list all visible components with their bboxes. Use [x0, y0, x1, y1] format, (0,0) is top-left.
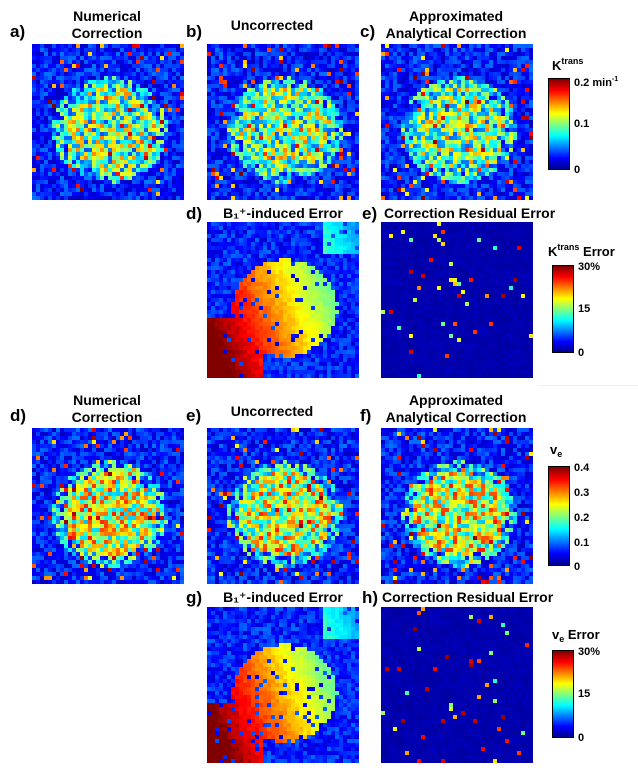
ktrans-map-analytical	[381, 44, 533, 200]
colorbar-ktrans	[548, 78, 570, 170]
map-panel-a	[32, 44, 184, 200]
panel-title-f: Approximated Analytical Correction	[385, 392, 527, 425]
b1-error-map-ktrans	[207, 222, 359, 378]
panel-label-a: a)	[10, 22, 26, 41]
colorbar-tick-ktrans-error-mid: 15	[578, 303, 591, 315]
colorbar-tick-ve-4: 0	[574, 561, 581, 573]
panel-title-b: Uncorrected	[230, 17, 314, 33]
colorbar-tick-ve-2: 0.2	[574, 512, 590, 524]
panel-label-e1: e)	[362, 204, 378, 223]
ktrans-map-numerical	[32, 44, 184, 200]
panel-label-h: h)	[362, 588, 379, 607]
colorbar-tick-ve-0: 0.4	[574, 462, 590, 474]
b1-error-map-ve	[207, 607, 359, 763]
colorbar-tick-ve-error-mid: 15	[578, 688, 591, 700]
panel-title-e2: Uncorrected	[230, 403, 314, 419]
map-panel-h	[381, 607, 533, 763]
colorbar-tick-ktrans-mid: 0.1	[574, 118, 590, 130]
colorbar-ktrans-error	[552, 265, 574, 353]
panel-title-d2: Numerical Correction	[71, 392, 143, 425]
colorbar-tick-ve-3: 0.1	[574, 537, 590, 549]
panel-label-d2: d)	[10, 406, 27, 425]
colorbar-tick-ve-1: 0.3	[574, 487, 590, 499]
colorbar-unit-ktrans: min-1	[592, 76, 619, 89]
map-panel-c	[381, 44, 533, 200]
map-panel-g	[207, 607, 359, 763]
colorbar-title-ktrans-error: Ktrans Error	[548, 242, 615, 259]
panel-title-g: B₁⁺-induced Error	[223, 589, 343, 605]
colorbar-ve-error	[552, 650, 574, 738]
map-panel-b	[207, 44, 359, 200]
colorbar-tick-ktrans-error-max: 30%	[578, 261, 601, 273]
divider-line	[538, 385, 638, 386]
panel-label-g: g)	[186, 588, 203, 607]
panel-label-e2: e)	[186, 406, 202, 425]
map-panel-e1	[381, 222, 533, 378]
panel-title-d1: B₁⁺-induced Error	[223, 205, 343, 221]
colorbar-title-ktrans: Ktrans	[552, 56, 584, 73]
panel-title-a: Numerical Correction	[71, 8, 143, 41]
map-panel-d2	[32, 428, 184, 584]
panel-label-b: b)	[186, 22, 203, 41]
colorbar-ve	[548, 466, 570, 566]
colorbar-tick-ktrans-error-min: 0	[578, 347, 585, 359]
colorbar-tick-ve-error-max: 30%	[578, 646, 601, 658]
colorbar-tick-ktrans-min: 0	[574, 164, 581, 176]
colorbar-title-ve: ve	[550, 442, 563, 459]
colorbar-tick-ktrans-max: 0.2 min-1	[574, 76, 619, 89]
panel-title-h: Correction Residual Error	[382, 589, 554, 605]
panel-label-f: f)	[360, 406, 372, 425]
colorbar-tick-ve-error-min: 0	[578, 732, 585, 744]
panel-label-d1: d)	[186, 204, 203, 223]
residual-error-map-ktrans	[381, 222, 533, 378]
ve-map-analytical	[381, 428, 533, 584]
panel-title-c: Approximated Analytical Correction	[385, 8, 527, 41]
ve-map-numerical	[32, 428, 184, 584]
map-panel-d1	[207, 222, 359, 378]
map-panel-e2	[207, 428, 359, 584]
colorbar-title-ve-error: ve Error	[552, 627, 600, 644]
ktrans-map-uncorrected	[207, 44, 359, 200]
residual-error-map-ve	[381, 607, 533, 763]
panel-label-c: c)	[360, 22, 376, 41]
map-panel-f	[381, 428, 533, 584]
ve-map-uncorrected	[207, 428, 359, 584]
panel-title-e1: Correction Residual Error	[384, 205, 556, 221]
